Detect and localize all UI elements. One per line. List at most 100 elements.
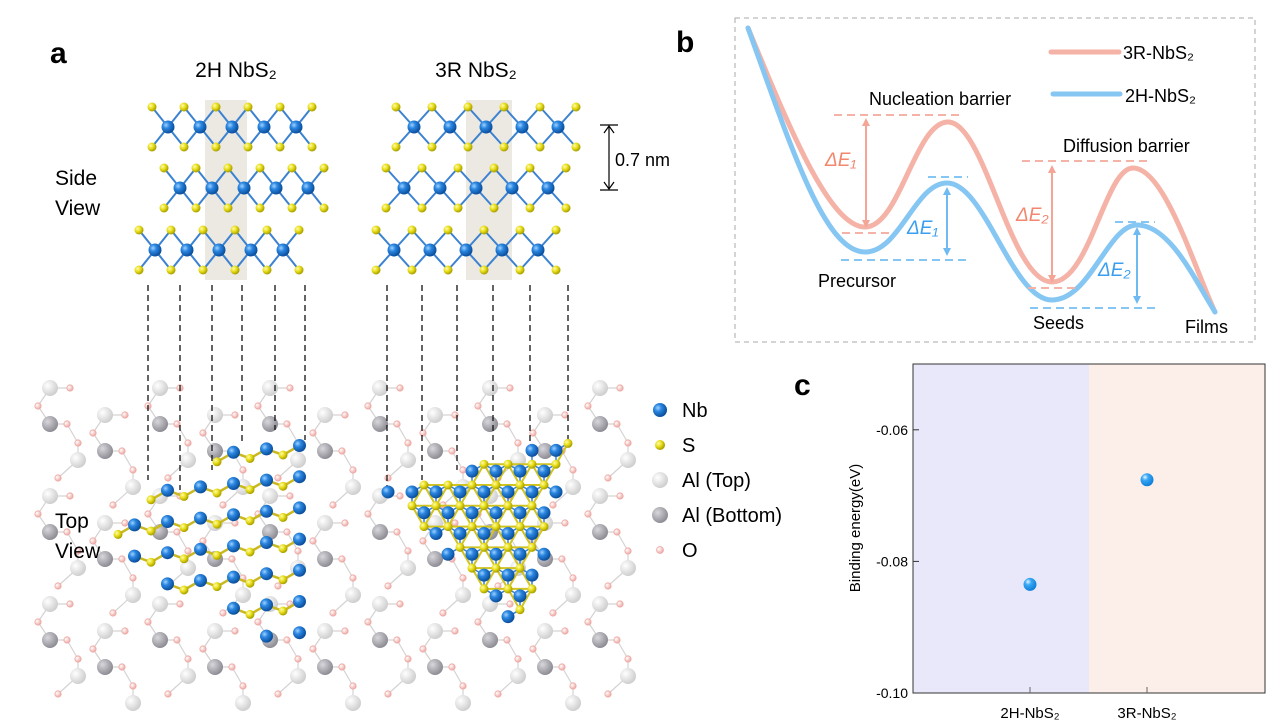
nb-atom bbox=[525, 568, 539, 582]
s-atom bbox=[527, 584, 537, 594]
nb-atom bbox=[194, 511, 207, 525]
bond bbox=[561, 450, 574, 471]
s-atom bbox=[245, 516, 255, 526]
bond bbox=[176, 531, 189, 552]
o-atom bbox=[118, 447, 126, 455]
legend-al-bottom: Al (Bottom) bbox=[682, 505, 782, 527]
nb-atom bbox=[194, 480, 207, 494]
al-top-atom bbox=[262, 488, 278, 504]
o-atom bbox=[228, 555, 236, 563]
o-atom bbox=[54, 582, 62, 590]
s-atom bbox=[491, 522, 501, 532]
o-atom bbox=[66, 492, 74, 500]
nb-atom bbox=[161, 120, 175, 134]
nb-atom bbox=[515, 120, 529, 134]
s-atom bbox=[561, 203, 571, 213]
nb-atom bbox=[260, 536, 273, 549]
de1-2h-label: ΔE₁ bbox=[906, 218, 938, 239]
o-atom bbox=[349, 682, 357, 690]
al-bottom-atom bbox=[592, 524, 608, 540]
al-top-atom bbox=[180, 452, 196, 468]
al-top-atom bbox=[592, 596, 608, 612]
data-point bbox=[1140, 473, 1154, 487]
nb-atom bbox=[293, 470, 306, 484]
o-atom bbox=[459, 466, 467, 474]
nb-atom bbox=[489, 506, 503, 520]
nb-atom bbox=[537, 464, 551, 478]
al-bottom-atom bbox=[317, 659, 333, 675]
panel-label-c: c bbox=[794, 369, 811, 402]
o-atom bbox=[184, 547, 192, 555]
s-atom bbox=[179, 491, 189, 501]
nb-atom bbox=[227, 539, 240, 553]
s-atom bbox=[113, 529, 123, 539]
al-top-atom bbox=[400, 452, 416, 468]
al-top-atom bbox=[592, 488, 608, 504]
al-top-atom bbox=[42, 488, 58, 504]
al-bottom-atom bbox=[372, 524, 388, 540]
o-atom bbox=[506, 600, 514, 608]
o-atom bbox=[396, 600, 404, 608]
o-atom bbox=[419, 429, 427, 437]
nb-atom bbox=[433, 181, 447, 195]
al-top-atom bbox=[42, 380, 58, 396]
nb-atom bbox=[293, 532, 306, 546]
nb-atom bbox=[161, 483, 174, 497]
o-atom bbox=[34, 402, 42, 410]
o-atom bbox=[448, 447, 456, 455]
nb-atom bbox=[260, 504, 273, 518]
nb-atom bbox=[549, 443, 563, 457]
o-atom bbox=[384, 582, 392, 590]
al-top-atom bbox=[70, 668, 86, 684]
nb-atom bbox=[489, 464, 503, 478]
s-atom bbox=[179, 102, 189, 112]
o-atom bbox=[74, 547, 82, 555]
s-atom bbox=[563, 438, 573, 448]
s-atom bbox=[443, 225, 453, 235]
background-3r bbox=[1089, 364, 1265, 693]
s-atom bbox=[212, 550, 222, 560]
s-atom bbox=[212, 457, 222, 467]
bond bbox=[341, 666, 354, 687]
o-atom bbox=[364, 402, 372, 410]
al-bottom-atom bbox=[97, 551, 113, 567]
o-atom bbox=[254, 618, 262, 626]
o-atom bbox=[184, 655, 192, 663]
s-atom bbox=[212, 488, 222, 498]
o-atom bbox=[309, 537, 317, 545]
s-atom bbox=[146, 526, 156, 536]
bond bbox=[66, 531, 79, 552]
o-atom bbox=[144, 510, 152, 518]
diffusion-barrier-label: Diffusion barrier bbox=[1063, 136, 1190, 156]
s-atom bbox=[571, 102, 581, 112]
o-atom bbox=[584, 618, 592, 626]
al-bottom-legend-icon bbox=[652, 507, 668, 523]
s-atom bbox=[191, 163, 201, 173]
nb-atom bbox=[441, 547, 455, 561]
nb-atom bbox=[293, 501, 306, 515]
s-atom bbox=[179, 585, 189, 595]
o-atom bbox=[89, 537, 97, 545]
nb-atom bbox=[537, 506, 551, 520]
s-atom bbox=[287, 163, 297, 173]
bond bbox=[66, 423, 79, 444]
al-top-atom bbox=[235, 587, 251, 603]
nb-atom bbox=[465, 464, 479, 478]
o-atom bbox=[451, 627, 459, 635]
o-atom bbox=[558, 555, 566, 563]
al-top-atom bbox=[97, 623, 113, 639]
s-atom bbox=[179, 554, 189, 564]
projection-lines bbox=[147, 285, 569, 490]
nb-atom bbox=[549, 485, 563, 499]
nb-atom bbox=[479, 120, 493, 134]
bond bbox=[341, 450, 354, 471]
s-atom bbox=[455, 501, 465, 511]
al-bottom-atom bbox=[372, 632, 388, 648]
nb-atom bbox=[531, 243, 545, 257]
legend-s: S bbox=[682, 435, 695, 457]
al-top-atom bbox=[400, 560, 416, 576]
nb-atom bbox=[128, 518, 141, 532]
data-point bbox=[1023, 577, 1037, 591]
s-atom bbox=[159, 163, 169, 173]
s-atom bbox=[427, 102, 437, 112]
